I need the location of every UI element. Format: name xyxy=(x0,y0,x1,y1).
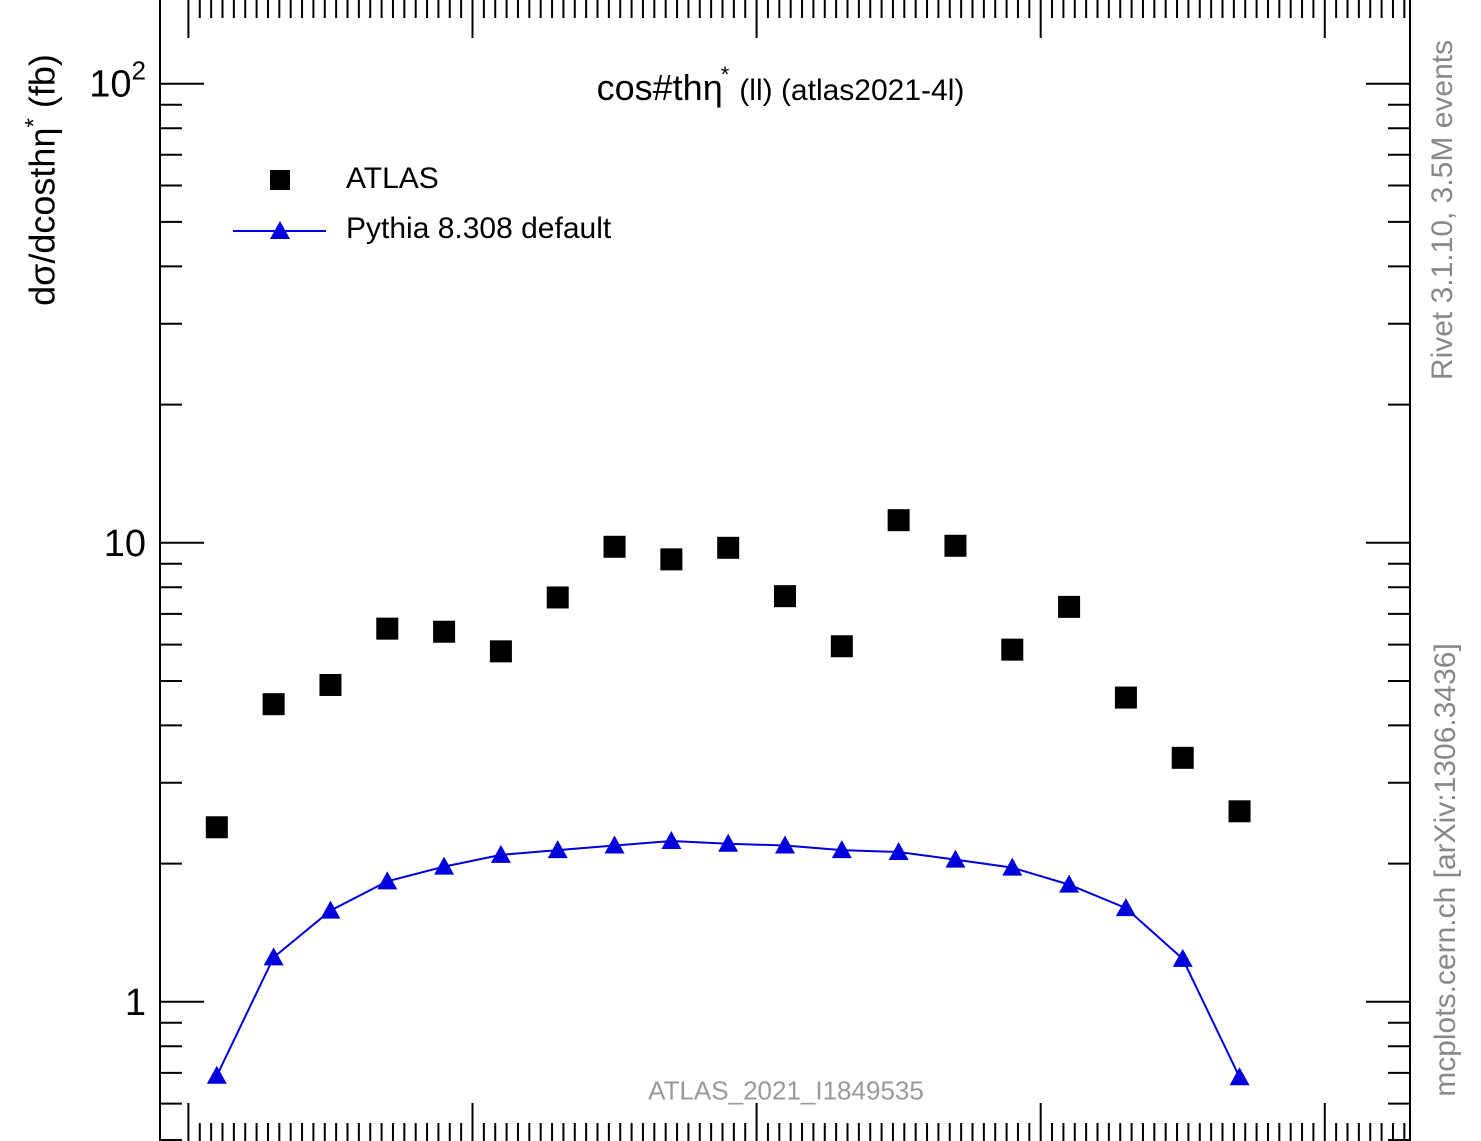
analysis-watermark: ATLAS_2021_I1849535 xyxy=(648,1075,924,1106)
atlas-point xyxy=(489,640,512,663)
atlas-point xyxy=(774,585,796,608)
pythia-point xyxy=(206,1065,227,1084)
legend-label-pythia: Pythia 8.308 default xyxy=(346,212,612,245)
atlas-point xyxy=(717,536,740,559)
x-axis-ticks xyxy=(187,0,1406,1141)
pythia-point xyxy=(1229,1067,1250,1086)
pythia-point xyxy=(945,849,966,868)
pythia-point xyxy=(831,840,852,859)
legend-label-atlas: ATLAS xyxy=(346,162,439,195)
atlas-point xyxy=(262,693,285,716)
y-tick-label: 1 xyxy=(125,982,146,1024)
atlas-point xyxy=(546,586,569,609)
pythia-point xyxy=(263,947,284,966)
atlas-point xyxy=(1114,686,1137,709)
atlas-point xyxy=(603,535,626,558)
y-axis-title: dσ/dcosthη* (fb) xyxy=(20,54,63,306)
pythia-point xyxy=(547,840,568,859)
rivet-label: Rivet 3.1.10, 3.5M events xyxy=(1426,39,1459,381)
pythia-line xyxy=(215,840,1241,1078)
pythia-series-line xyxy=(215,840,1241,1078)
pythia-point xyxy=(1002,857,1023,876)
pythia-markers xyxy=(206,831,1250,1086)
legend-marker-atlas xyxy=(270,170,290,190)
pythia-point xyxy=(888,842,909,861)
pythia-point xyxy=(434,856,455,875)
pythia-point xyxy=(1172,948,1193,967)
y-axis-ticks xyxy=(160,82,1410,1141)
atlas-point xyxy=(1228,800,1251,823)
y-tick-label: 102 xyxy=(89,56,146,106)
atlas-point xyxy=(319,673,342,696)
atlas-point xyxy=(944,534,967,557)
pythia-point xyxy=(320,900,341,919)
y-tick-label: 10 xyxy=(104,523,146,565)
pythia-point xyxy=(661,831,682,850)
legend xyxy=(233,170,326,239)
pythia-point xyxy=(718,833,739,852)
atlas-point xyxy=(376,617,399,640)
pythia-point xyxy=(775,835,795,854)
atlas-point xyxy=(830,635,853,658)
pythia-point xyxy=(604,835,625,854)
atlas-point xyxy=(1058,595,1081,618)
pythia-point xyxy=(377,871,398,890)
atlas-point xyxy=(1001,638,1024,661)
legend-marker-pythia xyxy=(270,221,290,239)
atlas-point xyxy=(887,509,910,532)
y-tick-labels: 1 10 102 xyxy=(89,56,146,1024)
pythia-point xyxy=(1059,874,1080,893)
atlas-point xyxy=(1171,746,1194,769)
atlas-point xyxy=(433,620,456,643)
pythia-point xyxy=(1115,898,1136,917)
atlas-point xyxy=(660,548,683,571)
atlas-markers xyxy=(205,509,1251,839)
mcplots-label: mcplots.cern.ch [arXiv:1306.3436] xyxy=(1429,643,1462,1097)
pythia-point xyxy=(490,844,511,863)
chart-title: cos#thη* (ll) (atlas2021-4l) xyxy=(596,62,965,108)
atlas-point xyxy=(205,816,228,839)
